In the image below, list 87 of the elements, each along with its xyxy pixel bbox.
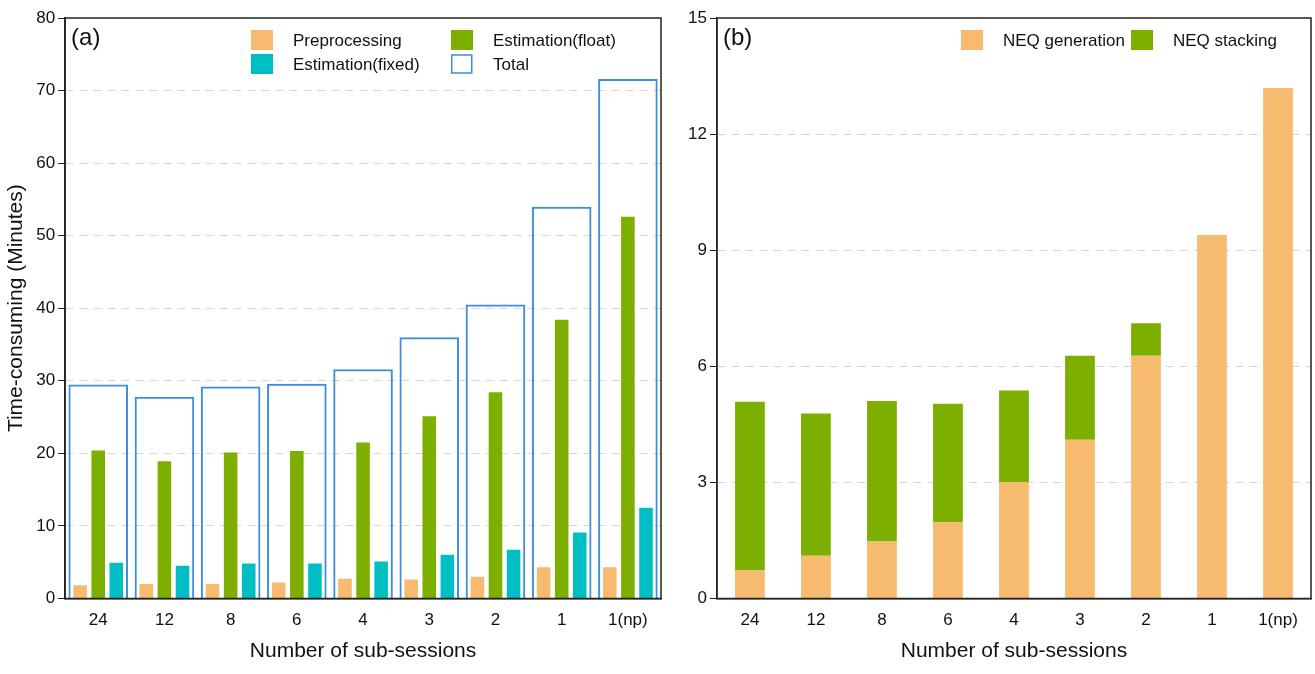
bar [999,482,1029,598]
bar [735,570,765,598]
x-tick-label: 4 [358,610,368,630]
legend-label: NEQ generation [1003,30,1125,50]
x-tick-label: 2 [490,610,501,630]
x-tick-label: 24 [740,610,760,630]
x-tick-label: 12 [154,610,174,630]
bar [488,392,503,598]
y-tick-label: 12 [687,123,707,143]
bar [933,522,963,598]
y-tick-label: 10 [36,515,56,535]
bar [801,555,831,598]
bar [621,216,635,598]
x-tick-label: 2 [1141,610,1151,630]
y-tick-label: 70 [36,80,56,100]
bar [290,451,304,598]
x-tick-label: 1(np) [608,610,648,630]
bar [1065,355,1095,440]
y-tick-label: 0 [45,588,56,608]
bar [536,567,551,598]
bar [554,319,569,598]
bar [1065,439,1095,598]
bar [440,554,455,598]
x-tick-label: 3 [424,610,434,630]
bar [867,541,897,598]
x-tick-label: 4 [1009,610,1019,630]
bar [867,401,897,542]
x-tick-label: 8 [877,610,887,630]
x-axis-title: Number of sub-sessions [249,638,477,662]
y-tick-label: 9 [697,239,707,259]
y-tick-label: 60 [36,152,56,172]
bar [241,563,256,598]
legend-label: Preprocessing [293,30,402,50]
bar [338,578,352,598]
y-tick-label: 40 [36,297,56,317]
y-tick-label: 6 [697,355,707,375]
bar [422,416,437,598]
bar [506,549,521,598]
bar [109,562,124,598]
bar [91,450,105,598]
bar [573,532,587,598]
bar [139,583,154,598]
x-tick-label: 1(np) [1258,610,1298,630]
y-axis-title: Time-consuming (Minutes) [3,184,27,433]
bar [801,413,831,556]
bar [1131,323,1161,356]
bar [639,507,653,598]
bar [157,461,172,598]
x-tick-label: 6 [292,610,302,630]
y-tick-label: 30 [36,370,56,390]
y-tick-label: 0 [697,588,707,608]
bar [73,585,87,598]
bar [175,565,190,598]
bar [1131,355,1161,598]
bar [374,561,388,598]
chart-title: (a) [71,22,101,50]
x-tick-label: 24 [88,610,108,630]
bar [999,390,1029,483]
bar [603,567,617,598]
legend-label: Total [493,54,529,74]
bar [735,401,765,571]
bar [933,403,963,523]
bar [308,563,322,598]
chart-title: (b) [722,22,753,50]
bar [356,442,370,598]
bar [205,583,220,598]
bar [1263,88,1293,598]
bar [1197,235,1227,598]
x-tick-label: 6 [943,610,953,630]
x-tick-label: 1 [556,610,567,630]
y-tick-label: 50 [36,225,56,245]
x-axis-title: Number of sub-sessions [900,638,1128,662]
y-tick-label: 3 [697,472,707,492]
x-tick-label: 3 [1075,610,1085,630]
bar [223,452,238,598]
bar [470,576,485,598]
y-tick-label: 15 [687,7,707,27]
x-tick-label: 1 [1207,610,1217,630]
y-tick-label: 20 [36,442,56,462]
bar [271,582,286,598]
legend-label: NEQ stacking [1173,30,1277,50]
legend-label: Estimation(fixed) [293,54,420,74]
x-tick-label: 8 [225,610,236,630]
bar [404,579,418,598]
legend-label: Estimation(float) [493,30,616,50]
x-tick-label: 12 [806,610,826,630]
y-tick-label: 80 [36,7,56,27]
